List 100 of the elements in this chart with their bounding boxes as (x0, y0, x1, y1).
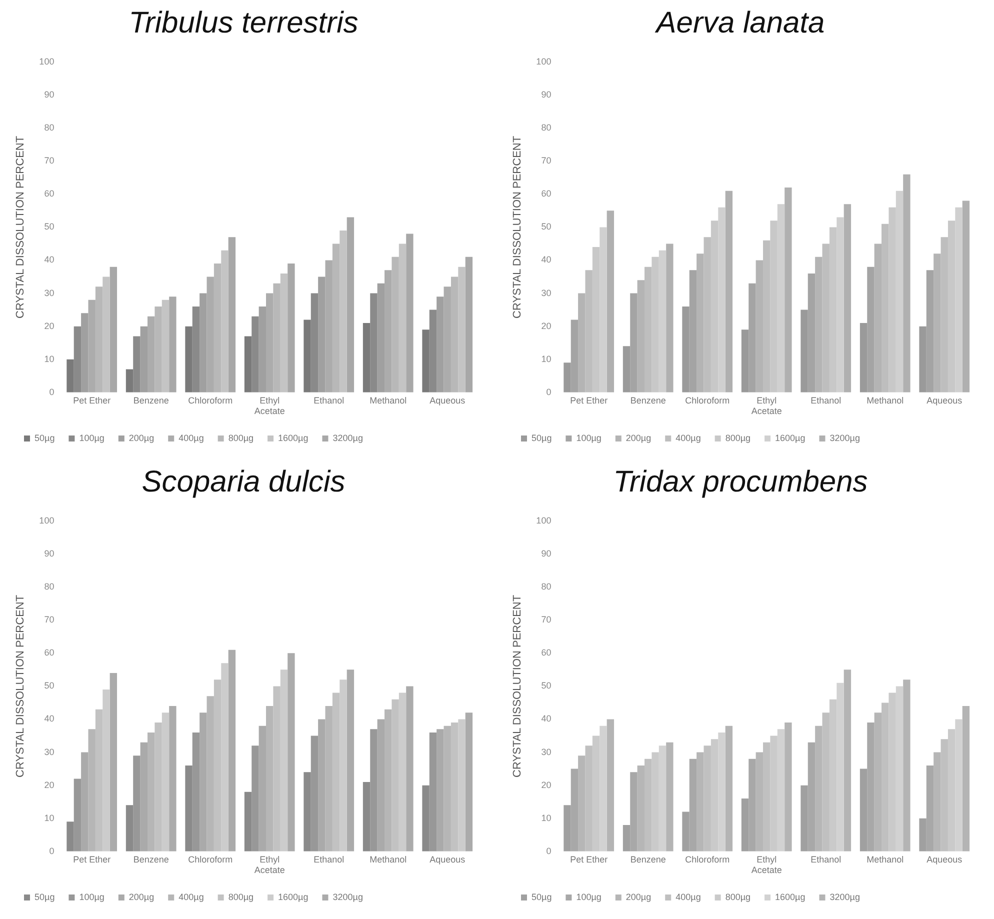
y-tick-label: 30 (44, 288, 54, 298)
legend-label: 400µg (178, 432, 204, 443)
chart-title: Aerva lanata (654, 6, 825, 40)
bar (66, 822, 74, 852)
bar (185, 326, 192, 392)
bar (666, 244, 674, 392)
y-tick-label: 90 (541, 90, 552, 100)
bar (903, 174, 910, 392)
y-tick-label: 60 (541, 188, 552, 199)
y-tick-label: 100 (39, 515, 54, 526)
y-tick-label: 70 (44, 614, 54, 625)
bar (252, 746, 259, 852)
x-tick-label: Ethanol (810, 854, 842, 864)
y-tick-label: 80 (44, 582, 54, 592)
bar (110, 266, 118, 392)
y-tick-label: 40 (44, 714, 54, 724)
x-tick-label: Benzene (133, 854, 169, 864)
y-tick-label: 40 (541, 714, 552, 724)
bar (962, 200, 970, 392)
x-tick-label: Ethanol (810, 395, 842, 406)
x-tick-label: Ethanol (314, 395, 344, 406)
y-tick-label: 0 (546, 846, 552, 856)
y-tick-label: 100 (536, 56, 552, 66)
bar (346, 217, 354, 392)
bar (304, 772, 311, 852)
x-tick-label: Methanol (866, 854, 904, 864)
bar (169, 296, 176, 392)
chart-title: Scoparia dulcis (142, 465, 346, 498)
y-tick-label: 60 (44, 648, 54, 658)
x-tick-label: Ethyl Acetate (254, 854, 285, 876)
y-tick-label: 30 (44, 746, 54, 757)
legend-label: 800µg (228, 892, 254, 902)
x-tick-label: Aqueous (926, 854, 963, 864)
legend-label: 100µg (79, 892, 104, 902)
legend-label: 3200µg (830, 432, 860, 443)
y-tick-label: 30 (541, 746, 552, 757)
legend-label: 50µg (34, 432, 55, 443)
legend-label: 1600µg (775, 432, 806, 443)
legend-label: 100µg (79, 432, 104, 443)
bar (126, 805, 134, 852)
y-tick-label: 80 (541, 122, 552, 133)
bar (784, 188, 792, 392)
bar (962, 706, 970, 852)
bar (133, 756, 140, 852)
y-tick-label: 20 (541, 320, 552, 331)
bar (465, 256, 473, 392)
legend-label: 200µg (626, 432, 652, 443)
bar (844, 670, 852, 852)
legend-label: 400µg (178, 892, 204, 902)
x-tick-label: Pet Ether (73, 854, 111, 864)
bar (244, 336, 252, 392)
x-tick-label: Aqueous (430, 395, 466, 406)
x-tick-label: Ethyl Acetate (254, 395, 285, 416)
y-tick-label: 100 (536, 515, 552, 526)
bar (422, 785, 430, 852)
bar (288, 653, 295, 852)
bar (192, 306, 200, 392)
y-tick-label: 30 (541, 288, 552, 298)
legend-label: 800µg (725, 432, 751, 443)
bar (362, 323, 370, 392)
legend-label: 1600µg (278, 892, 308, 902)
legend-label: 3200µg (830, 892, 860, 902)
y-tick-label: 70 (541, 156, 552, 166)
bar (244, 792, 252, 852)
y-tick-label: 10 (44, 354, 54, 364)
legend-label: 100µg (576, 892, 602, 902)
bar (310, 293, 318, 392)
x-tick-label: Chloroform (685, 395, 730, 406)
bar (362, 782, 370, 852)
y-tick-label: 20 (44, 320, 54, 331)
bar (252, 316, 259, 392)
bar (465, 712, 473, 852)
x-tick-label: Pet Ether (73, 395, 111, 406)
y-tick-label: 80 (541, 582, 552, 592)
x-tick-label: Chloroform (188, 854, 233, 864)
bar (126, 369, 134, 392)
legend-label: 1600µg (278, 432, 308, 443)
y-tick-label: 10 (541, 354, 552, 364)
x-tick-label: Methanol (370, 854, 407, 864)
legend-label: 200µg (626, 892, 652, 902)
x-tick-label: Benzene (630, 854, 666, 864)
legend-label: 200µg (128, 892, 154, 902)
legend-label: 400µg (676, 432, 701, 443)
chart-title: Tribulus terrestris (128, 6, 358, 40)
legend-label: 3200µg (332, 432, 363, 443)
y-tick-label: 100 (39, 56, 54, 66)
y-tick-label: 60 (541, 648, 552, 658)
y-tick-label: 20 (541, 780, 552, 790)
chart-title: Tridax procumbens (613, 465, 868, 498)
bar (133, 336, 140, 392)
y-tick-label: 90 (541, 548, 552, 559)
y-axis-title: CRYSTAL DISSOLUTION PERCENT (512, 594, 524, 778)
y-tick-label: 10 (541, 812, 552, 823)
bar (606, 210, 614, 392)
bar (666, 742, 674, 852)
x-tick-label: Chloroform (685, 854, 730, 864)
y-tick-label: 0 (49, 386, 54, 397)
bar (784, 722, 792, 852)
bar (74, 326, 82, 392)
legend-label: 1600µg (775, 892, 806, 902)
